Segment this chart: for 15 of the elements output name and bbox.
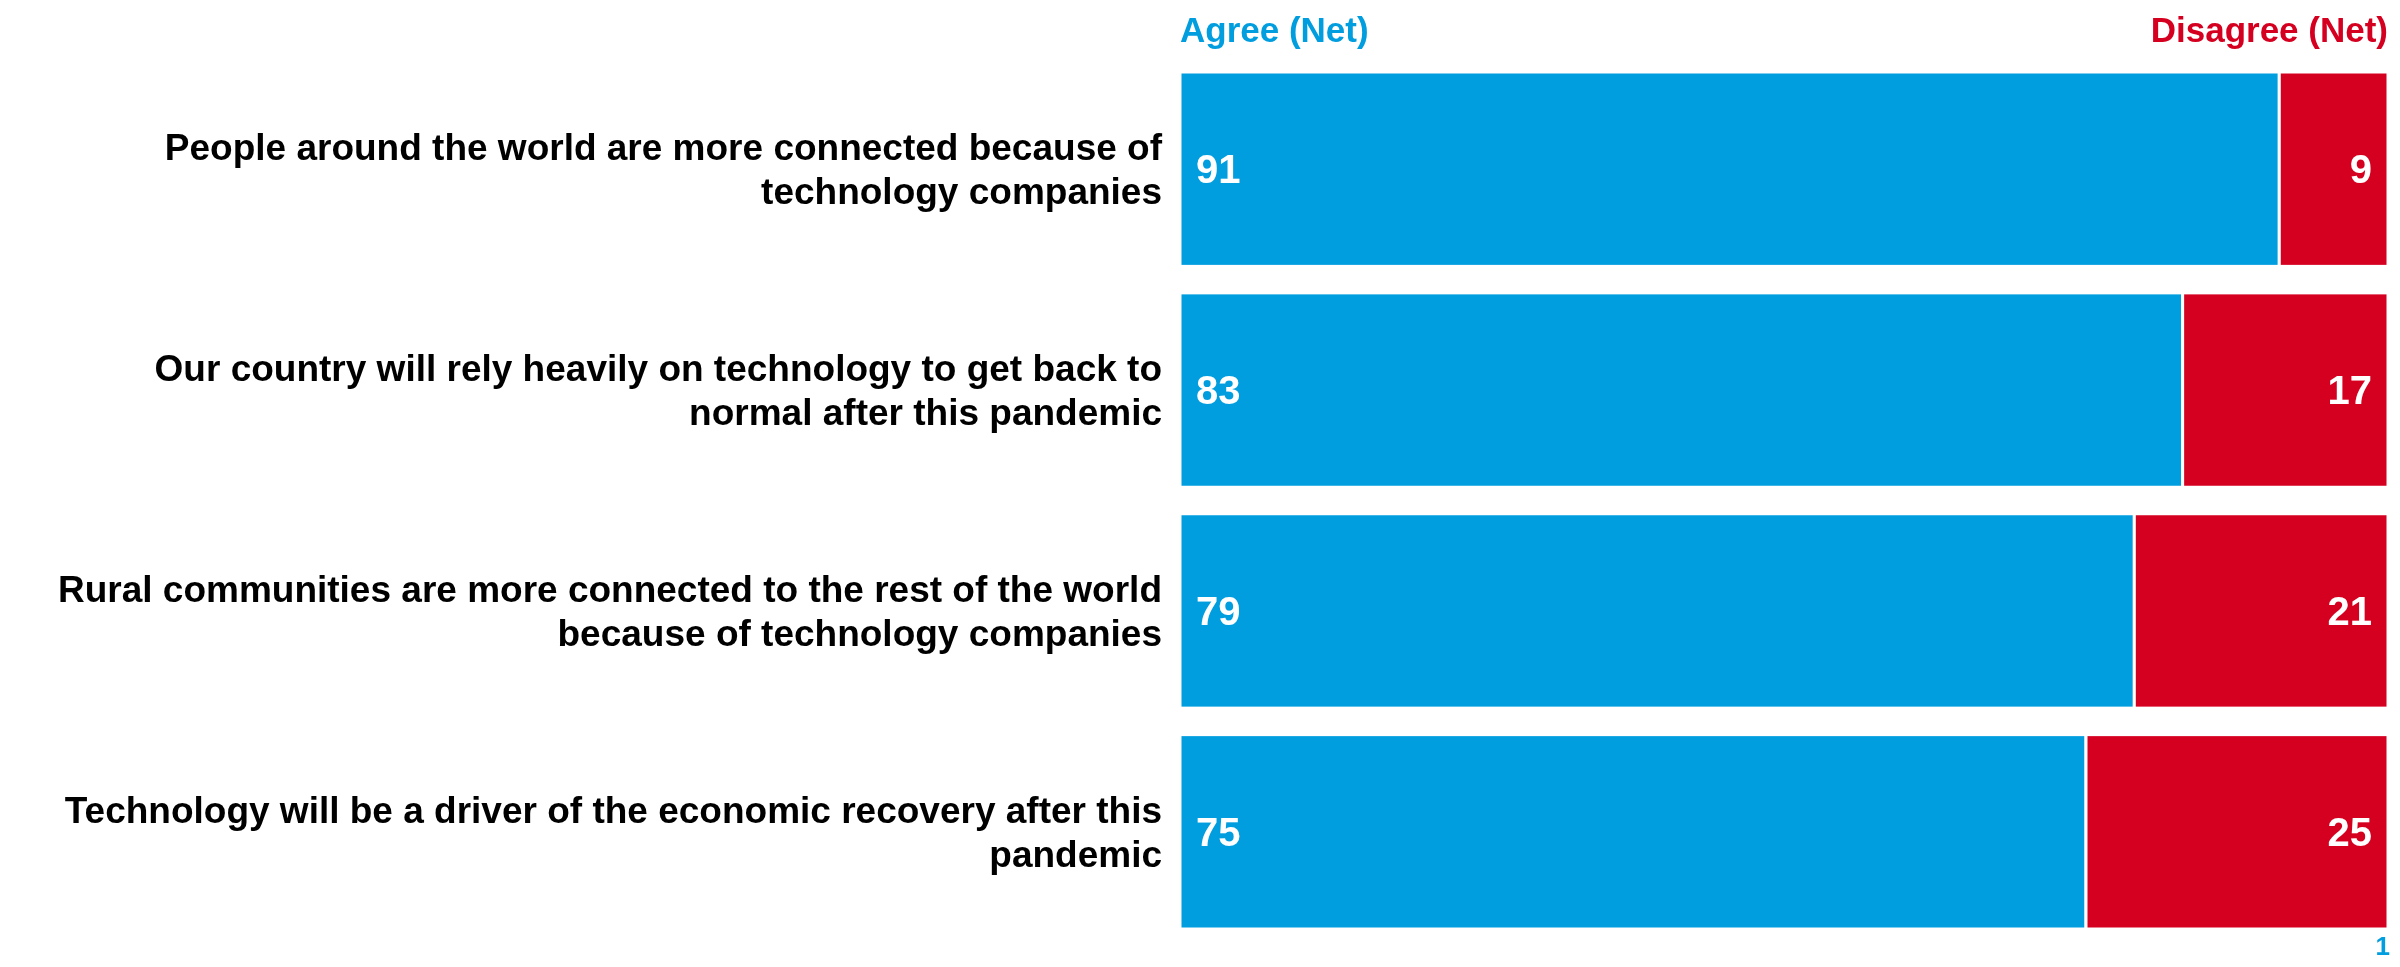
series-label: Agree (Net) — [1180, 10, 1369, 49]
y-tick-label: Technology will be a driver of the economic recovery after this pandemic — [64, 789, 1162, 875]
y-tick-label: People around the world are more connected because of technology companies — [164, 127, 1163, 213]
data-label: 91 — [1196, 147, 1241, 192]
data-label: 25 — [2327, 809, 2372, 854]
y-tick-label: Our country will rely heavily on technology to get back to normal after this pandemic — [154, 348, 1162, 434]
annotation: 1 — [2375, 931, 2390, 961]
data-label: 83 — [1196, 368, 1241, 413]
data-label: 79 — [1196, 588, 1241, 633]
data-label: 9 — [2349, 147, 2372, 192]
data-label: 21 — [2327, 588, 2372, 633]
y-tick-label: Rural communities are more connected to the rest of the world because of technology companies — [57, 568, 1162, 654]
series-label: Disagree (Net) — [2150, 10, 2388, 49]
data-label: 75 — [1196, 809, 1241, 854]
data-label: 17 — [2327, 368, 2372, 413]
